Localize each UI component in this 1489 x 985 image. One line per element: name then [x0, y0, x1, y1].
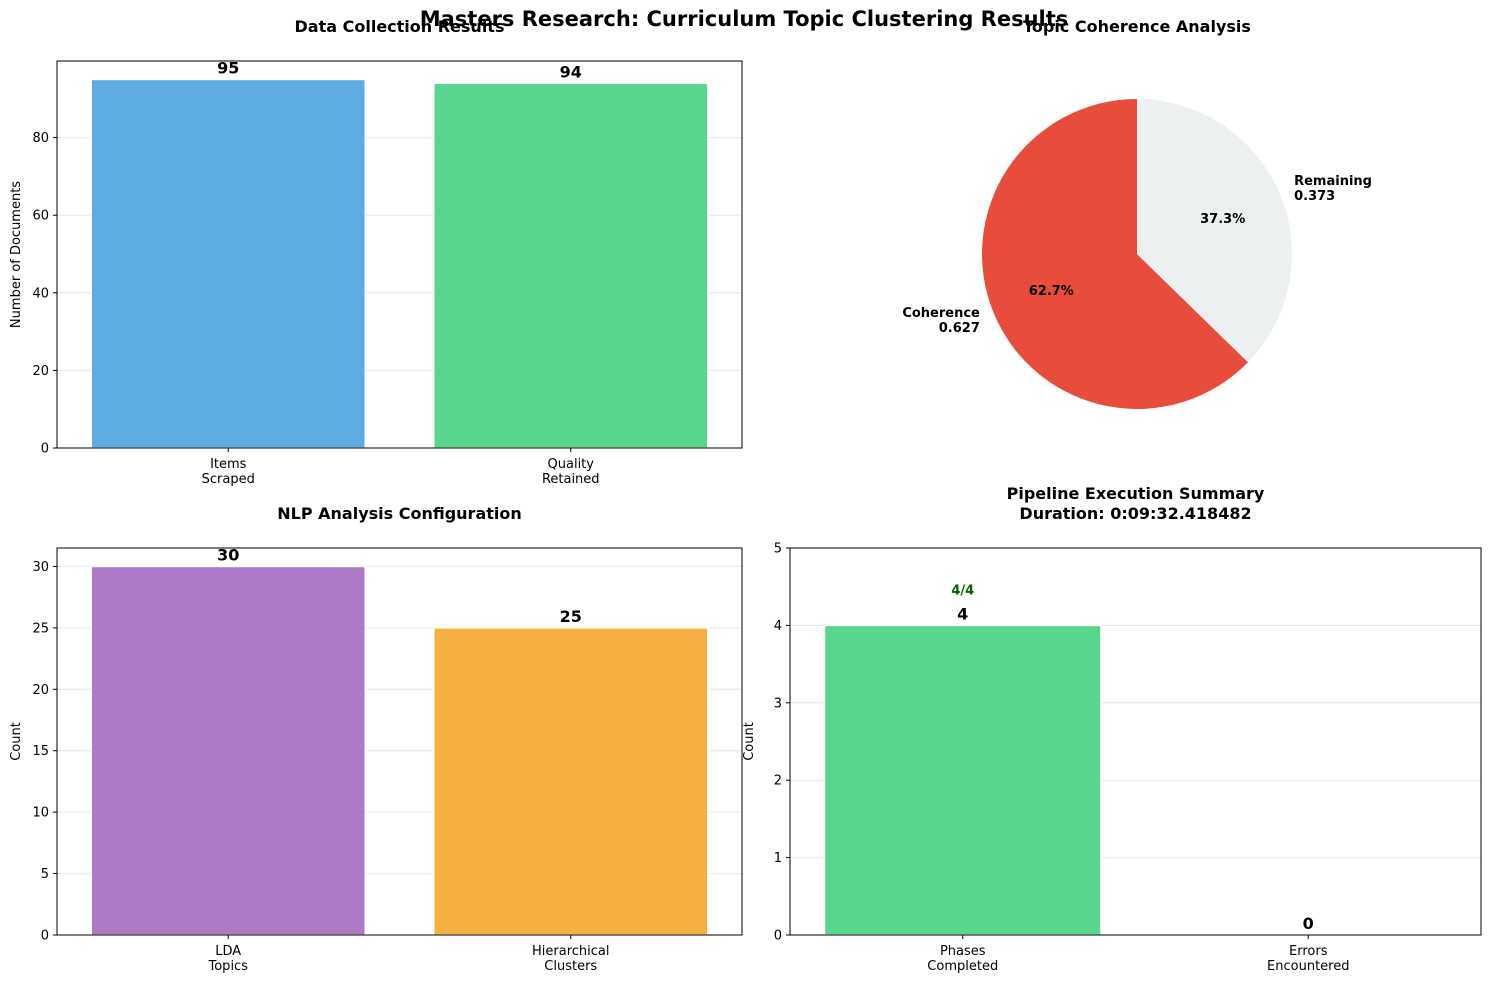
- axes-frame: [56, 60, 743, 449]
- y-axis-label: Count: [742, 722, 757, 761]
- bar-chart-2: NLP Analysis Configuration 30 25 0 5 10 15 20 25…: [9, 504, 743, 974]
- bar-data-label: 25: [560, 607, 582, 626]
- chart-title: Data Collection Results: [295, 17, 505, 36]
- y-axis-label: Number of Documents: [9, 181, 24, 328]
- y-tick-label: 2: [774, 774, 782, 789]
- bar: [433, 82, 709, 449]
- y-tick-label: 4: [774, 619, 782, 634]
- axes-frame: [56, 547, 743, 936]
- y-tick-label: 0: [41, 442, 49, 457]
- pie-slice-label: Remaining 0.373: [1294, 174, 1372, 204]
- bar-data-label: 30: [217, 545, 239, 564]
- y-axis-label: Count: [9, 722, 24, 761]
- bar: [90, 565, 366, 936]
- y-tick-label: 0: [41, 929, 49, 944]
- bar-data-label: 4: [957, 604, 968, 623]
- y-tick-label: 40: [32, 286, 49, 301]
- figure-suptitle: Masters Research: Curriculum Topic Clust…: [420, 7, 1069, 31]
- bar-data-label: 94: [560, 62, 582, 81]
- x-tick-label: Errors Encountered: [1267, 944, 1349, 974]
- bar-chart-3: Pipeline Execution Summary Duration: 0:09…: [742, 484, 1482, 974]
- bar-annotation: 4/4: [951, 583, 974, 598]
- y-tick-label: 10: [32, 806, 49, 821]
- y-tick-label: 5: [41, 867, 49, 882]
- y-tick-label: 80: [32, 131, 49, 146]
- y-tick-label: 5: [774, 542, 782, 557]
- x-tick-label: Items Scraped: [202, 457, 255, 487]
- chart-title: NLP Analysis Configuration: [277, 504, 522, 523]
- x-tick-label: LDA Topics: [208, 944, 249, 974]
- y-tick-label: 60: [32, 209, 49, 224]
- bar: [433, 627, 709, 936]
- x-tick-label: Hierarchical Clusters: [532, 944, 609, 974]
- y-tick-label: 25: [32, 621, 49, 636]
- y-tick-label: 15: [32, 744, 49, 759]
- chart-title: Topic Coherence Analysis: [1023, 17, 1251, 36]
- bar-chart-0: Data Collection Results 95 94 0 20 40 60 80 Item…: [9, 17, 743, 487]
- bar-data-label: 95: [217, 58, 239, 77]
- pie-slice-label: Coherence 0.627: [902, 306, 980, 336]
- y-tick-label: 20: [32, 683, 49, 698]
- y-tick-label: 1: [774, 851, 782, 866]
- y-tick-label: 0: [774, 929, 782, 944]
- pie-chart-1: Topic Coherence Analysis 62.7% Coherence 0.…: [902, 17, 1372, 409]
- bar-data-label: 0: [1303, 914, 1314, 933]
- pie-percent-label: 62.7%: [1029, 284, 1074, 299]
- bar: [823, 624, 1102, 936]
- pie-slice: [1137, 99, 1292, 363]
- x-tick-label: Quality Retained: [542, 457, 600, 487]
- y-tick-label: 3: [774, 696, 782, 711]
- axes-frame: [789, 547, 1482, 936]
- chart-title: Pipeline Execution Summary Duration: 0:09…: [1007, 484, 1265, 523]
- y-tick-label: 30: [32, 560, 49, 575]
- pie-percent-label: 37.3%: [1200, 212, 1245, 227]
- x-tick-label: Phases Completed: [927, 944, 998, 974]
- y-tick-label: 20: [32, 364, 49, 379]
- bar: [90, 78, 366, 449]
- pie-slice: [981, 99, 1248, 409]
